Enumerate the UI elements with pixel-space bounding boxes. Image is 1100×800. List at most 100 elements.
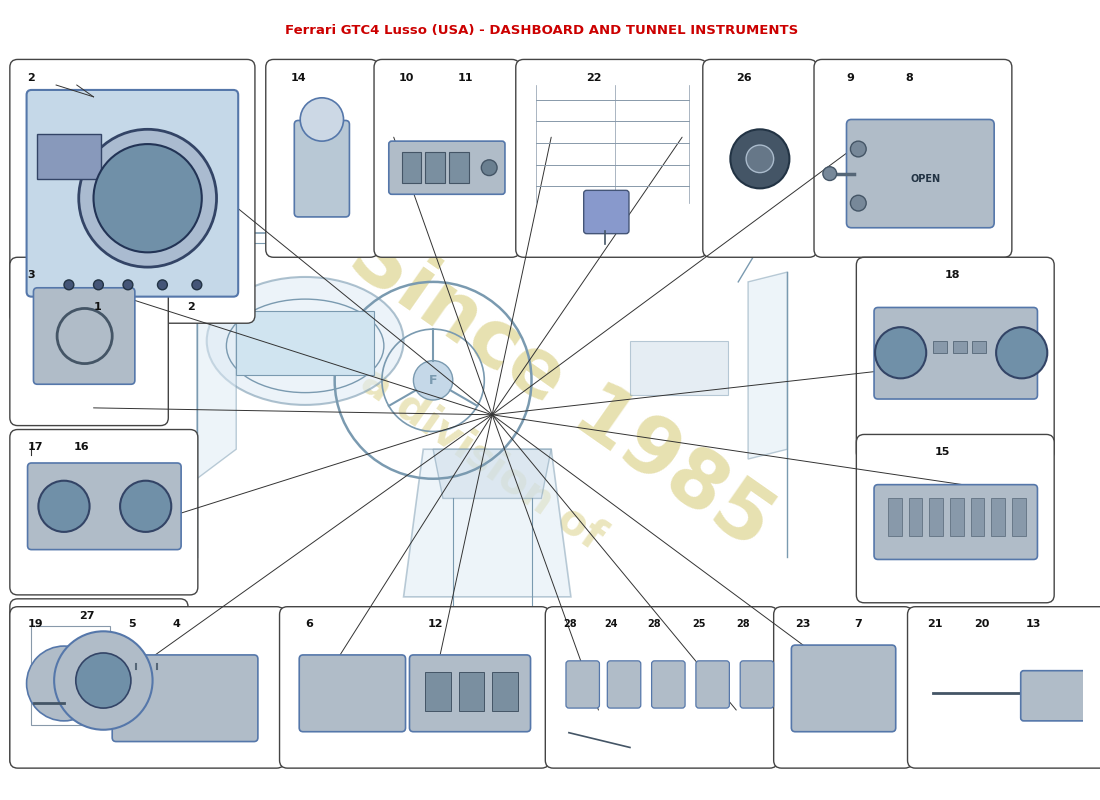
Circle shape xyxy=(850,141,866,157)
Bar xyxy=(909,498,922,536)
Text: 24: 24 xyxy=(604,619,618,630)
FancyBboxPatch shape xyxy=(516,59,706,258)
FancyBboxPatch shape xyxy=(28,463,182,550)
Polygon shape xyxy=(404,450,571,597)
Circle shape xyxy=(94,144,201,252)
Text: 11: 11 xyxy=(458,74,473,83)
Circle shape xyxy=(191,280,201,290)
Circle shape xyxy=(54,631,153,730)
Text: 27: 27 xyxy=(79,610,95,621)
FancyBboxPatch shape xyxy=(546,606,778,768)
Ellipse shape xyxy=(207,277,404,405)
Bar xyxy=(953,341,967,353)
Bar xyxy=(888,498,902,536)
FancyBboxPatch shape xyxy=(10,59,255,323)
FancyBboxPatch shape xyxy=(584,190,629,234)
Text: 17: 17 xyxy=(28,442,43,452)
Text: 5: 5 xyxy=(128,619,135,630)
Bar xyxy=(492,672,518,711)
FancyBboxPatch shape xyxy=(773,606,912,768)
Circle shape xyxy=(874,327,926,378)
FancyBboxPatch shape xyxy=(874,485,1037,559)
Text: 4: 4 xyxy=(173,619,180,630)
Bar xyxy=(426,672,451,711)
Text: 13: 13 xyxy=(1025,619,1041,630)
Text: 3: 3 xyxy=(28,270,35,280)
Text: 15: 15 xyxy=(935,447,950,458)
FancyBboxPatch shape xyxy=(26,90,239,297)
FancyBboxPatch shape xyxy=(299,655,406,732)
Text: 16: 16 xyxy=(74,442,89,452)
Text: 1: 1 xyxy=(94,302,101,311)
Circle shape xyxy=(482,160,497,175)
FancyBboxPatch shape xyxy=(703,59,817,258)
FancyBboxPatch shape xyxy=(856,258,1054,460)
FancyBboxPatch shape xyxy=(814,59,1012,258)
Circle shape xyxy=(850,195,866,211)
FancyBboxPatch shape xyxy=(607,661,641,708)
FancyBboxPatch shape xyxy=(33,288,135,384)
Circle shape xyxy=(997,327,1047,378)
FancyBboxPatch shape xyxy=(566,661,600,708)
Circle shape xyxy=(300,98,343,141)
Circle shape xyxy=(120,481,172,532)
Circle shape xyxy=(94,280,103,290)
FancyBboxPatch shape xyxy=(847,119,994,228)
Bar xyxy=(930,498,943,536)
FancyBboxPatch shape xyxy=(295,121,350,217)
Text: 20: 20 xyxy=(975,619,990,630)
Circle shape xyxy=(79,130,217,267)
FancyBboxPatch shape xyxy=(10,606,285,768)
Text: 18: 18 xyxy=(945,270,960,280)
Text: 25: 25 xyxy=(692,619,705,630)
Polygon shape xyxy=(433,450,551,498)
FancyBboxPatch shape xyxy=(908,606,1100,768)
FancyBboxPatch shape xyxy=(791,645,895,732)
FancyBboxPatch shape xyxy=(696,661,729,708)
FancyBboxPatch shape xyxy=(112,655,257,742)
FancyBboxPatch shape xyxy=(1021,670,1088,721)
Circle shape xyxy=(414,361,453,400)
Text: 26: 26 xyxy=(736,74,752,83)
Bar xyxy=(630,341,728,395)
Circle shape xyxy=(746,145,773,173)
Text: 28: 28 xyxy=(736,619,750,630)
Bar xyxy=(949,498,964,536)
Text: 6: 6 xyxy=(305,619,314,630)
Text: 7: 7 xyxy=(855,619,862,630)
FancyBboxPatch shape xyxy=(874,307,1037,399)
Text: 9: 9 xyxy=(847,74,855,83)
Bar xyxy=(236,311,374,375)
Text: 14: 14 xyxy=(290,74,306,83)
FancyBboxPatch shape xyxy=(266,59,378,258)
Text: 12: 12 xyxy=(428,619,443,630)
Bar xyxy=(972,341,987,353)
FancyBboxPatch shape xyxy=(651,661,685,708)
Circle shape xyxy=(157,280,167,290)
Circle shape xyxy=(64,280,74,290)
Text: 2: 2 xyxy=(28,74,35,83)
Circle shape xyxy=(26,646,101,721)
Text: Ferrari GTC4 Lusso (USA) - DASHBOARD AND TUNNEL INSTRUMENTS: Ferrari GTC4 Lusso (USA) - DASHBOARD AND… xyxy=(285,24,798,37)
Bar xyxy=(426,152,444,183)
FancyBboxPatch shape xyxy=(856,434,1054,602)
FancyBboxPatch shape xyxy=(388,141,505,194)
Bar xyxy=(459,672,484,711)
Text: 2: 2 xyxy=(187,302,195,311)
Bar xyxy=(449,152,469,183)
Text: 28: 28 xyxy=(648,619,661,630)
Polygon shape xyxy=(197,292,236,478)
Bar xyxy=(991,498,1005,536)
Text: a division of: a division of xyxy=(353,360,612,558)
Polygon shape xyxy=(748,272,788,459)
Bar xyxy=(1012,498,1025,536)
Circle shape xyxy=(39,481,89,532)
Bar xyxy=(32,626,110,725)
Bar xyxy=(933,341,947,353)
FancyBboxPatch shape xyxy=(409,655,530,732)
FancyBboxPatch shape xyxy=(10,599,188,767)
Text: 22: 22 xyxy=(585,74,602,83)
FancyBboxPatch shape xyxy=(10,258,168,426)
Text: 28: 28 xyxy=(563,619,576,630)
Circle shape xyxy=(823,166,837,181)
